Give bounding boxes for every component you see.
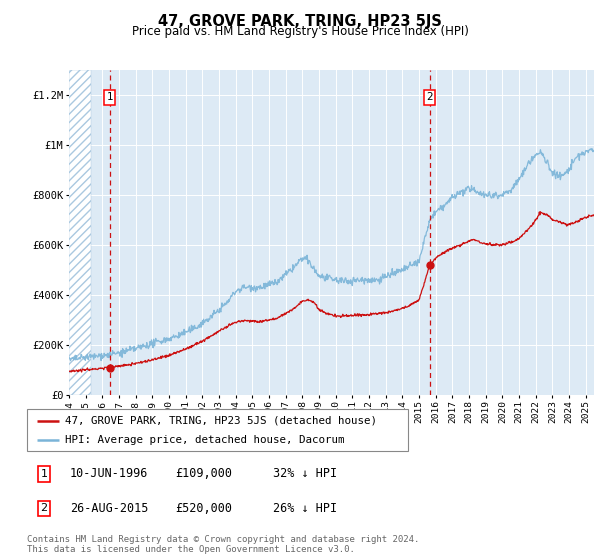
Text: 2: 2 xyxy=(427,92,433,102)
Text: 26-AUG-2015: 26-AUG-2015 xyxy=(70,502,148,515)
Text: HPI: Average price, detached house, Dacorum: HPI: Average price, detached house, Daco… xyxy=(65,435,344,445)
Text: 2: 2 xyxy=(41,503,48,514)
Text: 47, GROVE PARK, TRING, HP23 5JS (detached house): 47, GROVE PARK, TRING, HP23 5JS (detache… xyxy=(65,416,377,426)
Text: 1: 1 xyxy=(41,469,47,479)
Text: 1: 1 xyxy=(106,92,113,102)
Bar xyxy=(69,70,91,395)
Text: 10-JUN-1996: 10-JUN-1996 xyxy=(70,467,148,480)
Text: 26% ↓ HPI: 26% ↓ HPI xyxy=(273,502,337,515)
Text: £520,000: £520,000 xyxy=(176,502,233,515)
Text: 47, GROVE PARK, TRING, HP23 5JS: 47, GROVE PARK, TRING, HP23 5JS xyxy=(158,14,442,29)
Text: Price paid vs. HM Land Registry's House Price Index (HPI): Price paid vs. HM Land Registry's House … xyxy=(131,25,469,38)
Text: Contains HM Land Registry data © Crown copyright and database right 2024.
This d: Contains HM Land Registry data © Crown c… xyxy=(27,535,419,554)
FancyBboxPatch shape xyxy=(27,409,408,451)
Text: 32% ↓ HPI: 32% ↓ HPI xyxy=(273,467,337,480)
Text: £109,000: £109,000 xyxy=(176,467,233,480)
